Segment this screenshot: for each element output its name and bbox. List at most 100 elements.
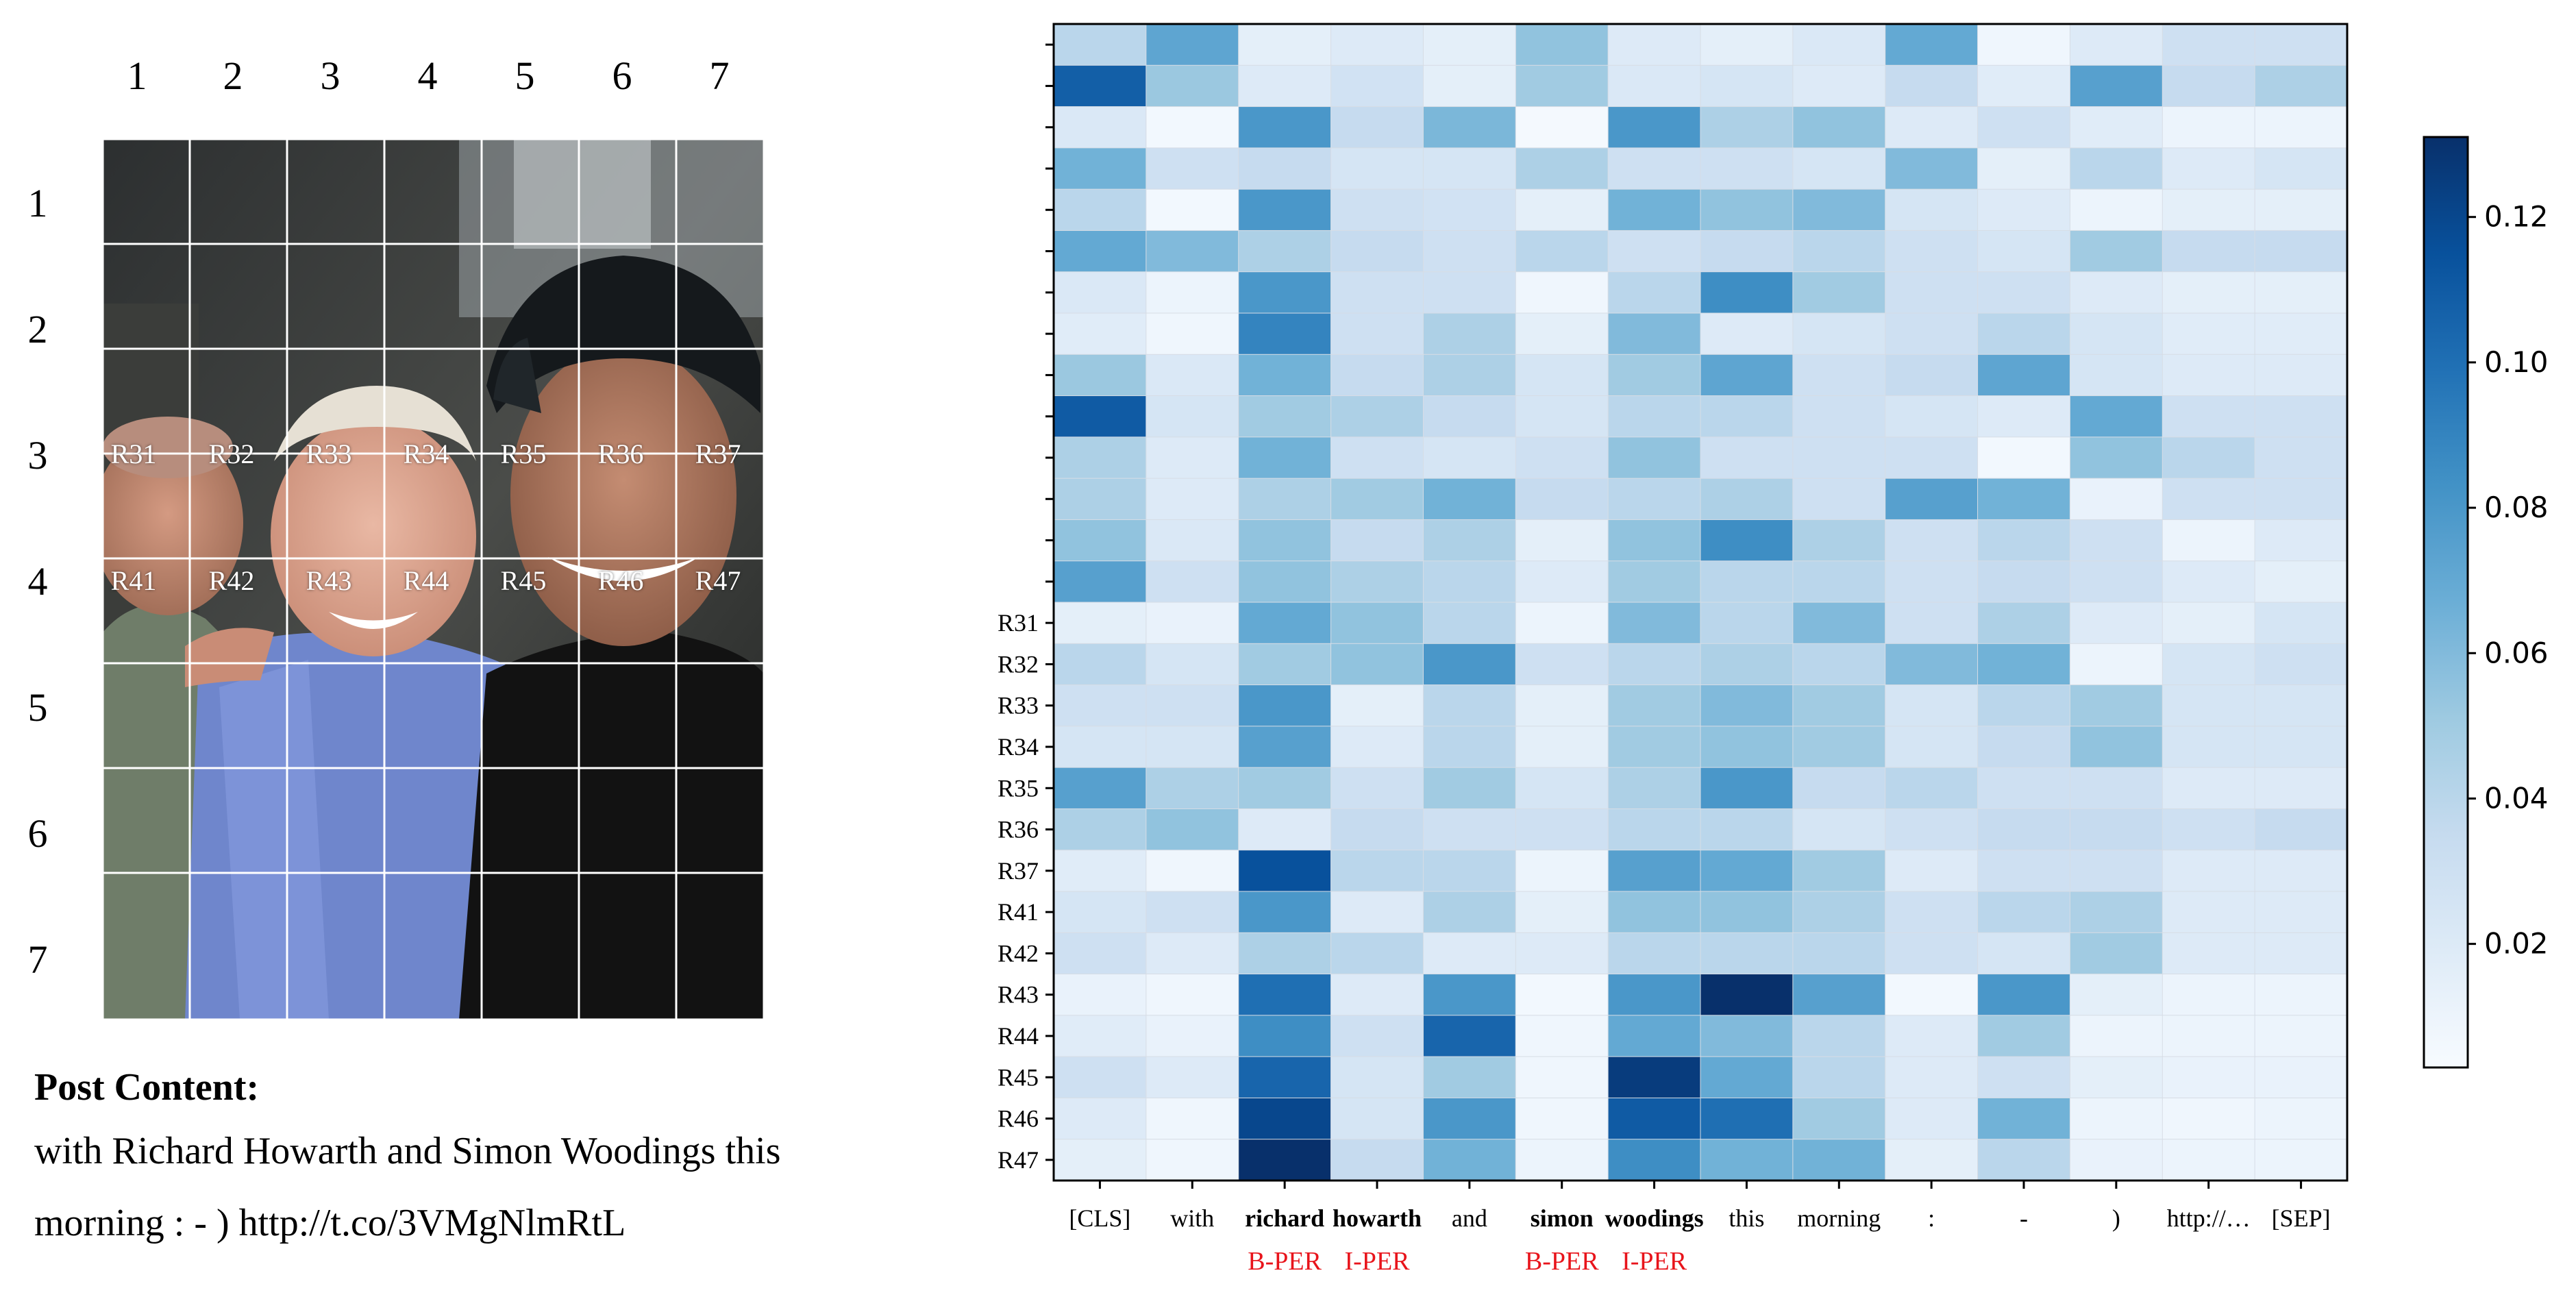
heatmap-cell	[1792, 230, 1886, 273]
heatmap-cell	[1700, 354, 1794, 397]
heatmap-cell	[2254, 64, 2348, 108]
heatmap-cell	[1885, 1097, 1979, 1140]
colorbar-tick-label: 0.02	[2484, 927, 2549, 961]
heatmap-cell	[1422, 684, 1517, 727]
y-tick-label: R37	[998, 857, 1039, 885]
heatmap-cell	[1792, 106, 1886, 149]
heatmap-cell	[1515, 106, 1609, 149]
grid-row-number: 1	[27, 181, 48, 225]
heatmap-cell	[1792, 1097, 1886, 1140]
heatmap-cell	[1515, 602, 1609, 645]
heatmap-cell	[1422, 1056, 1517, 1099]
region-label-r34: R34	[403, 438, 449, 469]
photo-illustration	[103, 139, 764, 1020]
heatmap-cell	[1145, 974, 1239, 1016]
grid-row-number: 3	[27, 433, 48, 478]
heatmap-cell	[1977, 64, 2071, 108]
y-axis-ticks: R31 R32 R33 R34 R35 R36 R37 R41 R42 R43 R44 R45 R46 R…	[998, 43, 1054, 1174]
heatmap-cell	[2254, 271, 2348, 314]
heatmap-cell	[1145, 188, 1239, 232]
heatmap-cell	[1515, 271, 1609, 314]
heatmap-cell	[1238, 312, 1332, 356]
heatmap-cell	[1977, 974, 2071, 1016]
heatmap-cell	[1792, 64, 1886, 108]
heatmap-cell	[1053, 147, 1147, 190]
y-tick-label: R35	[998, 774, 1039, 802]
heatmap-cell	[1700, 1056, 1794, 1099]
heatmap-cell	[1238, 188, 1332, 232]
heatmap-cell	[1885, 684, 1979, 727]
heatmap-cell	[1145, 726, 1239, 769]
x-tick-label: and	[1452, 1205, 1487, 1232]
heatmap-cell	[1700, 64, 1794, 108]
heatmap-cell	[1422, 1097, 1517, 1140]
x-axis-ticks: [CLS] with richard B-PER howarth I-PER and simo…	[1069, 1181, 2331, 1276]
heatmap-cell	[1053, 850, 1147, 892]
heatmap-cell	[1700, 726, 1794, 769]
heatmap-cell	[1053, 1139, 1147, 1181]
heatmap-cell	[1422, 188, 1517, 232]
heatmap-cell	[1053, 932, 1147, 975]
heatmap-cell	[1885, 106, 1979, 149]
heatmap-cell	[1607, 106, 1702, 149]
heatmap-cell	[1330, 1015, 1424, 1058]
heatmap-cell	[1515, 1139, 1609, 1181]
heatmap-cell	[2254, 1139, 2348, 1181]
heatmap-cell	[1422, 23, 1517, 66]
heatmap-cell	[2162, 436, 2256, 480]
heatmap-cell	[1422, 560, 1517, 604]
heatmap-cell	[2162, 354, 2256, 397]
region-label-r32: R32	[208, 438, 255, 469]
heatmap-cell	[1422, 312, 1517, 356]
heatmap-cell	[1792, 684, 1886, 727]
x-tick-label: this	[1729, 1205, 1764, 1232]
colorbar-tick-label: 0.06	[2484, 636, 2549, 669]
heatmap-cell	[1515, 395, 1609, 438]
heatmap-cell	[1145, 850, 1239, 892]
heatmap-cell	[1885, 271, 1979, 314]
heatmap-cell	[1607, 395, 1702, 438]
heatmap-cell	[1700, 684, 1794, 727]
heatmap-cell	[1515, 684, 1609, 727]
heatmap-cell	[2069, 147, 2164, 190]
heatmap-cell	[1238, 891, 1332, 934]
heatmap-cell	[2254, 106, 2348, 149]
heatmap-cells	[1053, 23, 2348, 1181]
heatmap-cell	[2069, 478, 2164, 521]
heatmap-cell	[1238, 932, 1332, 975]
heatmap-cell	[1145, 560, 1239, 604]
heatmap-cell	[1700, 560, 1794, 604]
heatmap-cell	[1607, 891, 1702, 934]
region-label-r43: R43	[306, 565, 352, 596]
heatmap-cell	[1330, 436, 1424, 480]
heatmap-cell	[2254, 974, 2348, 1016]
heatmap-cell	[1330, 1139, 1424, 1181]
heatmap-cell	[1607, 147, 1702, 190]
colorbar: 0.02 0.04 0.06 0.08 0.10 0.12	[2423, 136, 2549, 1069]
heatmap-cell	[1053, 891, 1147, 934]
heatmap-cell	[1053, 1097, 1147, 1140]
heatmap-cell	[1792, 974, 1886, 1016]
heatmap-cell	[1145, 230, 1239, 273]
heatmap-cell	[1330, 64, 1424, 108]
heatmap-cell	[1607, 519, 1702, 562]
heatmap-cell	[1700, 974, 1794, 1016]
heatmap-cell	[1422, 1015, 1517, 1058]
heatmap-cell	[2069, 1097, 2164, 1140]
heatmap-cell	[1885, 230, 1979, 273]
heatmap-cell	[1053, 974, 1147, 1016]
heatmap-cell	[2254, 643, 2348, 686]
heatmap-cell	[2162, 767, 2256, 810]
heatmap-cell	[1330, 560, 1424, 604]
heatmap-cell	[1330, 519, 1424, 562]
heatmap-cell	[1422, 643, 1517, 686]
heatmap-cell	[1422, 106, 1517, 149]
heatmap-cell	[2254, 808, 2348, 851]
heatmap-cell	[1422, 395, 1517, 438]
heatmap-cell	[1885, 808, 1979, 851]
post-content-title: Post Content:	[34, 1066, 260, 1109]
heatmap-cell	[1238, 767, 1332, 810]
heatmap-cell	[2162, 478, 2256, 521]
heatmap-cell	[1607, 850, 1702, 892]
heatmap-cell	[1792, 395, 1886, 438]
